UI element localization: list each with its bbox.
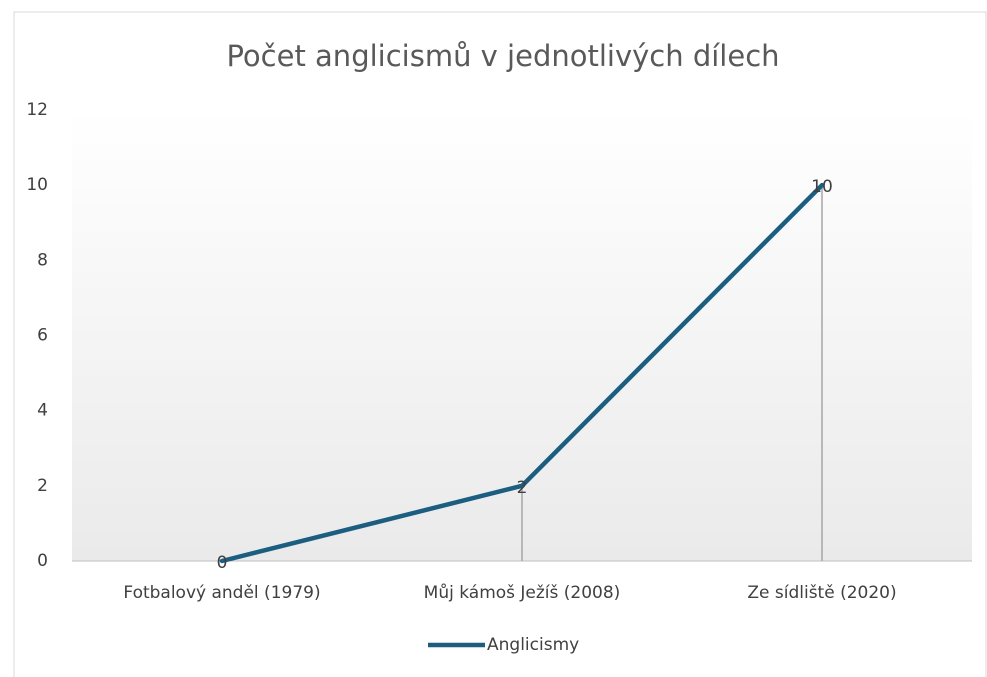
y-tick-label: 10 — [26, 175, 48, 195]
data-label: 0 — [217, 553, 228, 573]
x-tick-label: Ze sídliště (2020) — [747, 583, 896, 603]
x-tick-label: Fotbalový anděl (1979) — [123, 583, 320, 603]
y-tick-label: 6 — [37, 326, 48, 346]
x-tick-label: Můj kámoš Ježíš (2008) — [424, 583, 621, 603]
series-line — [219, 182, 825, 564]
data-label: 10 — [811, 177, 833, 197]
legend-label: Anglicismy — [487, 635, 579, 655]
y-tick-label: 12 — [26, 100, 48, 120]
y-tick-label: 2 — [37, 476, 48, 496]
chart-title: Počet anglicismů v jednotlivých dílech — [226, 39, 779, 73]
data-label: 2 — [517, 478, 528, 498]
y-tick-label: 0 — [37, 551, 48, 571]
y-tick-label: 8 — [37, 250, 48, 270]
y-tick-label: 4 — [37, 401, 48, 421]
